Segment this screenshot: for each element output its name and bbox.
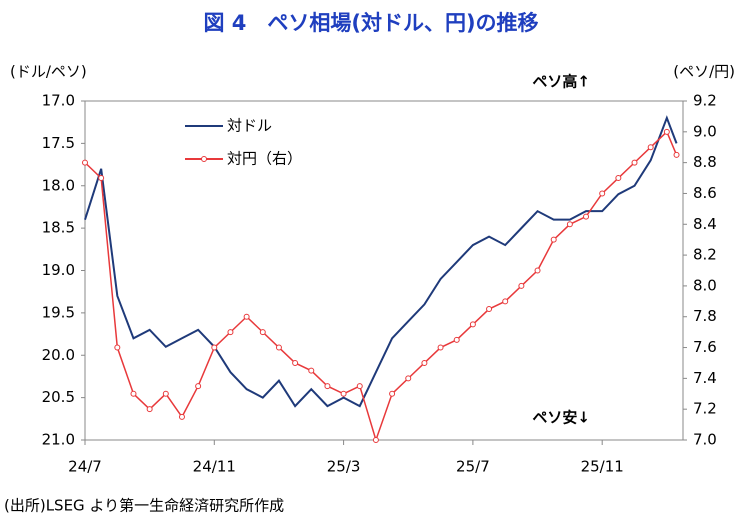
y-tick-label: 21.0 xyxy=(42,431,75,449)
point-marker xyxy=(550,236,557,243)
y-axis-label: (ドル/ペソ) xyxy=(10,63,87,81)
point-marker xyxy=(673,151,680,158)
point-marker xyxy=(631,159,638,166)
point-marker xyxy=(98,175,105,182)
chart-title: 図 4 ペソ相場(対ドル、円)の推移 xyxy=(203,11,538,35)
series-line xyxy=(84,115,678,408)
y-tick-label: 19.5 xyxy=(42,303,75,321)
point-marker xyxy=(437,344,444,351)
y-tick-label: 17.0 xyxy=(42,92,75,110)
point-marker xyxy=(275,344,282,351)
annotation: ペソ高↑ xyxy=(532,73,590,91)
point-marker xyxy=(583,213,590,220)
y2-axis-label: (ペソ/円) xyxy=(673,63,735,81)
y2-tick-label: 8.6 xyxy=(693,184,717,202)
legend-marker xyxy=(201,156,207,162)
plot-frame xyxy=(84,100,684,441)
y2-tick-label: 7.0 xyxy=(693,431,717,449)
y-tick-label: 17.5 xyxy=(42,134,75,152)
point-marker xyxy=(82,159,88,166)
y2-tick-label: 9.0 xyxy=(693,122,717,140)
point-marker xyxy=(566,221,573,228)
x-tick-label: 25/3 xyxy=(327,458,361,476)
x-tick-label: 24/11 xyxy=(193,458,236,476)
y2-tick-label: 8.2 xyxy=(693,246,717,264)
point-marker xyxy=(615,175,622,182)
y2-tick-label: 7.6 xyxy=(693,338,717,356)
point-marker xyxy=(308,367,315,374)
point-marker xyxy=(211,344,218,351)
y-tick-label: 19.0 xyxy=(42,261,75,279)
point-marker xyxy=(518,282,525,289)
point-marker xyxy=(114,344,121,351)
point-marker xyxy=(146,406,153,413)
point-marker xyxy=(178,413,185,420)
annotation: ペソ安↓ xyxy=(532,409,590,427)
point-marker xyxy=(243,313,250,320)
y2-tick-label: 9.2 xyxy=(693,92,717,110)
y2-tick-label: 7.2 xyxy=(693,400,717,418)
point-marker xyxy=(405,375,412,382)
point-marker xyxy=(372,437,379,443)
point-marker xyxy=(292,359,299,366)
x-tick-label: 25/7 xyxy=(456,458,490,476)
y2-tick-label: 8.4 xyxy=(693,215,717,233)
point-marker xyxy=(534,267,541,274)
point-marker xyxy=(324,383,331,390)
point-marker xyxy=(502,298,509,305)
point-marker xyxy=(162,390,169,397)
source-note: (出所)LSEG より第一生命経済研究所作成 xyxy=(4,497,284,515)
y2-tick-label: 7.8 xyxy=(693,307,717,325)
y-tick-label: 20.5 xyxy=(42,388,75,406)
legend-label: 対円（右） xyxy=(227,150,302,168)
y2-tick-label: 8.8 xyxy=(693,153,717,171)
point-marker xyxy=(389,390,396,397)
y-tick-label: 20.0 xyxy=(42,346,75,364)
y-tick-label: 18.5 xyxy=(42,219,75,237)
point-marker xyxy=(356,383,363,390)
series-line xyxy=(84,130,678,443)
point-marker xyxy=(195,383,202,390)
point-marker xyxy=(469,321,476,328)
point-marker xyxy=(647,144,654,151)
point-marker xyxy=(259,329,266,336)
legend-label: 対ドル xyxy=(227,117,272,135)
x-tick-label: 24/7 xyxy=(68,458,102,476)
point-marker xyxy=(486,306,493,313)
y-tick-label: 18.0 xyxy=(42,176,75,194)
x-tick-label: 25/11 xyxy=(581,458,624,476)
point-marker xyxy=(663,128,670,135)
point-marker xyxy=(130,390,137,397)
point-marker xyxy=(227,329,234,336)
y2-tick-label: 7.4 xyxy=(693,369,717,387)
y2-tick-label: 8.0 xyxy=(693,276,717,294)
point-marker xyxy=(453,336,460,343)
point-marker xyxy=(421,359,428,366)
point-marker xyxy=(599,190,606,197)
point-marker xyxy=(340,390,347,397)
